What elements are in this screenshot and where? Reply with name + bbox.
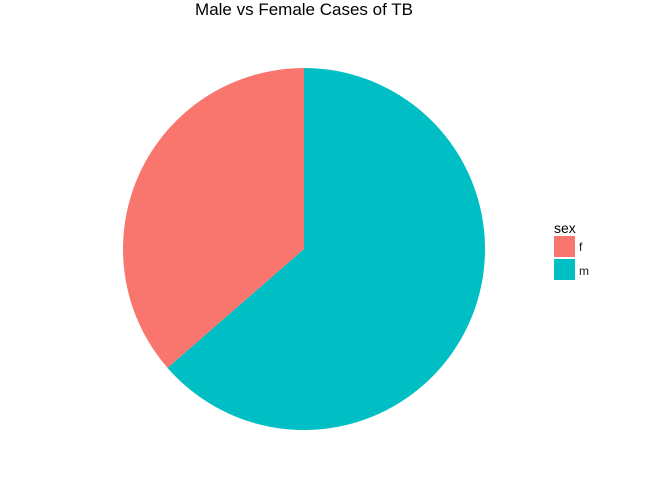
pie-slices bbox=[122, 67, 485, 430]
legend-swatch-f bbox=[554, 236, 575, 257]
legend-label-m: m bbox=[579, 264, 589, 278]
legend-title: sex bbox=[554, 220, 576, 236]
pie-slice-f bbox=[122, 67, 305, 368]
legend-swatch-m bbox=[554, 259, 575, 280]
chart-title: Male vs Female Cases of TB bbox=[195, 0, 413, 19]
pie-slice-m bbox=[167, 68, 485, 430]
legend: sex f m bbox=[554, 220, 589, 280]
legend-label-f: f bbox=[579, 240, 583, 254]
